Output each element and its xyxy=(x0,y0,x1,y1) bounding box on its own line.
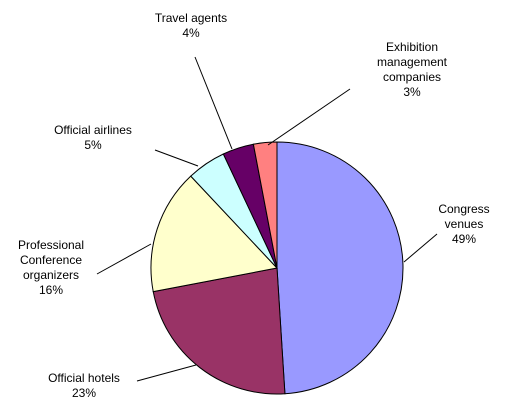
slice-name-line: Conference xyxy=(20,253,82,267)
slice-name-line: Congress xyxy=(438,202,489,216)
slice-value-label: 49% xyxy=(452,232,476,246)
slice-label-5: Exhibition management companies 3% xyxy=(377,40,448,99)
slice-value-label: 5% xyxy=(84,138,102,152)
slice-value-label: 4% xyxy=(182,26,200,40)
slice-label-1: Official hotels 23% xyxy=(48,371,120,400)
pie-slice-1 xyxy=(152,267,286,395)
slice-name-line: companies xyxy=(383,70,441,84)
slice-label-4: Travel agents 4% xyxy=(155,11,227,40)
leader-line-5 xyxy=(267,88,351,146)
leader-line-3 xyxy=(154,149,199,167)
slice-name-line: management xyxy=(377,55,448,69)
slice-value-label: 16% xyxy=(39,283,63,297)
leader-line-2 xyxy=(96,243,152,275)
slice-label-3: Official airlines 5% xyxy=(54,123,132,152)
slice-label-0: Congress venues 49% xyxy=(438,202,489,246)
slice-name-line: venues xyxy=(445,217,484,231)
slice-value-label: 23% xyxy=(72,386,96,400)
slice-name-line: Professional xyxy=(18,238,84,252)
slice-name-line: Exhibition xyxy=(386,40,438,54)
slice-name-line: Official airlines xyxy=(54,123,132,137)
slice-value-label: 3% xyxy=(403,85,421,99)
leader-line-0 xyxy=(403,233,438,263)
slice-name-line: organizers xyxy=(23,268,79,282)
leader-line-4 xyxy=(194,56,233,150)
pie-slice-0 xyxy=(276,141,404,395)
pie-slice-5 xyxy=(252,141,278,269)
slice-label-2: Professional Conference organizers 16% xyxy=(18,238,84,297)
pie-slice-2 xyxy=(150,175,278,293)
leader-line-1 xyxy=(136,364,197,382)
slice-name-line: Official hotels xyxy=(48,371,120,385)
slice-name-line: Travel agents xyxy=(155,11,227,25)
